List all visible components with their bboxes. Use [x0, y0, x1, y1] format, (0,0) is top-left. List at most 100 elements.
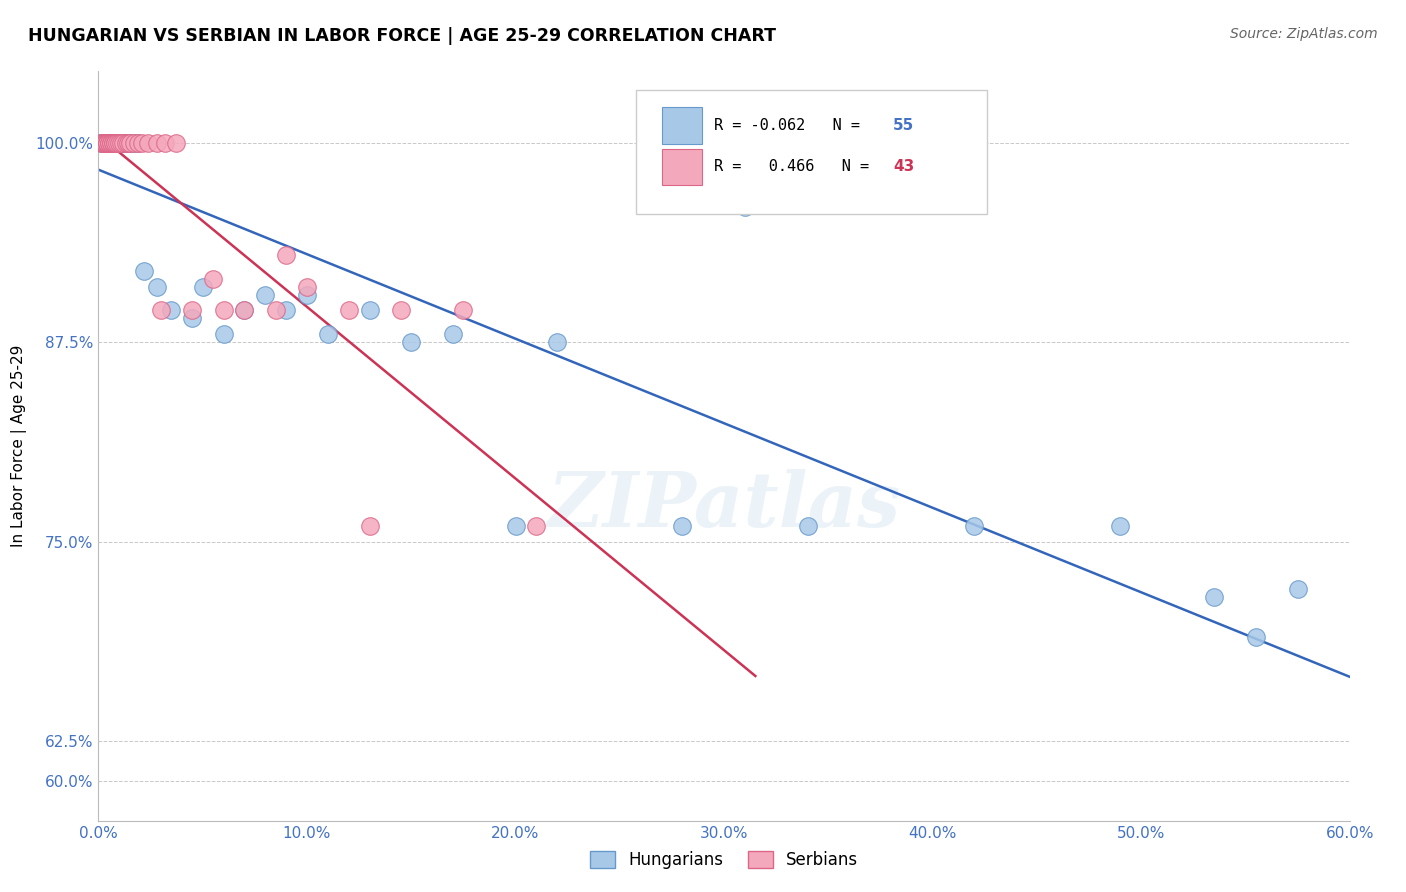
Point — [93, 136, 115, 150]
Point — [100, 136, 122, 150]
Point — [274, 303, 298, 318]
Point — [96, 136, 118, 150]
Point — [100, 136, 122, 150]
Point — [150, 303, 173, 318]
Y-axis label: In Labor Force | Age 25-29: In Labor Force | Age 25-29 — [11, 345, 27, 547]
Point — [96, 136, 118, 150]
Point — [89, 136, 111, 150]
Point — [114, 136, 136, 150]
Point — [89, 136, 111, 150]
Point — [127, 136, 149, 150]
Point — [112, 136, 135, 150]
Point — [526, 518, 548, 533]
Point — [212, 327, 235, 342]
Point — [316, 327, 339, 342]
Point — [1204, 591, 1226, 605]
Point — [100, 136, 122, 150]
Point — [97, 136, 120, 150]
Point — [254, 287, 277, 301]
Point — [134, 263, 156, 277]
Legend: Hungarians, Serbians: Hungarians, Serbians — [583, 845, 865, 876]
Point — [91, 136, 114, 150]
Point — [97, 136, 120, 150]
FancyBboxPatch shape — [661, 107, 702, 144]
Point — [202, 271, 225, 285]
Point — [146, 136, 169, 150]
Point — [337, 303, 360, 318]
Point — [389, 303, 412, 318]
Point — [546, 335, 568, 350]
Point — [165, 136, 187, 150]
Point — [93, 136, 115, 150]
Text: 55: 55 — [893, 118, 914, 133]
Point — [122, 136, 145, 150]
Point — [108, 136, 131, 150]
Point — [118, 136, 141, 150]
Point — [108, 136, 131, 150]
Point — [96, 136, 118, 150]
Point — [93, 136, 115, 150]
Point — [734, 200, 756, 214]
Text: Source: ZipAtlas.com: Source: ZipAtlas.com — [1230, 27, 1378, 41]
FancyBboxPatch shape — [661, 149, 702, 186]
Point — [1286, 582, 1309, 597]
Point — [146, 279, 169, 293]
Point — [96, 136, 118, 150]
Point — [101, 136, 124, 150]
Text: R =   0.466   N =: R = 0.466 N = — [714, 160, 879, 175]
Point — [453, 303, 475, 318]
Point — [233, 303, 256, 318]
Point — [359, 518, 381, 533]
Point — [181, 303, 204, 318]
Point — [110, 136, 132, 150]
Point — [441, 327, 464, 342]
Point — [181, 311, 204, 326]
Point — [104, 136, 127, 150]
Point — [796, 518, 818, 533]
Point — [105, 136, 128, 150]
Point — [1109, 518, 1132, 533]
Point — [101, 136, 124, 150]
Point — [100, 136, 122, 150]
Point — [122, 136, 145, 150]
Point — [93, 136, 115, 150]
Point — [91, 136, 114, 150]
Point — [127, 136, 149, 150]
Point — [138, 136, 160, 150]
Point — [96, 136, 118, 150]
Point — [96, 136, 118, 150]
Point — [401, 335, 423, 350]
Point — [274, 248, 298, 262]
Text: ZIPatlas: ZIPatlas — [547, 469, 901, 543]
Point — [505, 518, 527, 533]
Point — [101, 136, 124, 150]
Point — [295, 279, 318, 293]
Point — [97, 136, 120, 150]
Point — [233, 303, 256, 318]
Point — [104, 136, 127, 150]
Point — [112, 136, 135, 150]
Point — [117, 136, 139, 150]
Point — [191, 279, 214, 293]
Point — [110, 136, 132, 150]
Point — [153, 136, 176, 150]
Text: 43: 43 — [893, 160, 914, 175]
Point — [91, 136, 114, 150]
Point — [212, 303, 235, 318]
Point — [295, 287, 318, 301]
Point — [100, 136, 122, 150]
FancyBboxPatch shape — [637, 90, 987, 214]
Point — [104, 136, 127, 150]
Point — [963, 518, 986, 533]
Point — [671, 518, 693, 533]
Text: HUNGARIAN VS SERBIAN IN LABOR FORCE | AGE 25-29 CORRELATION CHART: HUNGARIAN VS SERBIAN IN LABOR FORCE | AG… — [28, 27, 776, 45]
Point — [264, 303, 287, 318]
Point — [105, 136, 128, 150]
Point — [114, 136, 136, 150]
Point — [105, 136, 128, 150]
Point — [97, 136, 120, 150]
Point — [131, 136, 153, 150]
Point — [97, 136, 120, 150]
Point — [1244, 630, 1267, 644]
Point — [160, 303, 183, 318]
